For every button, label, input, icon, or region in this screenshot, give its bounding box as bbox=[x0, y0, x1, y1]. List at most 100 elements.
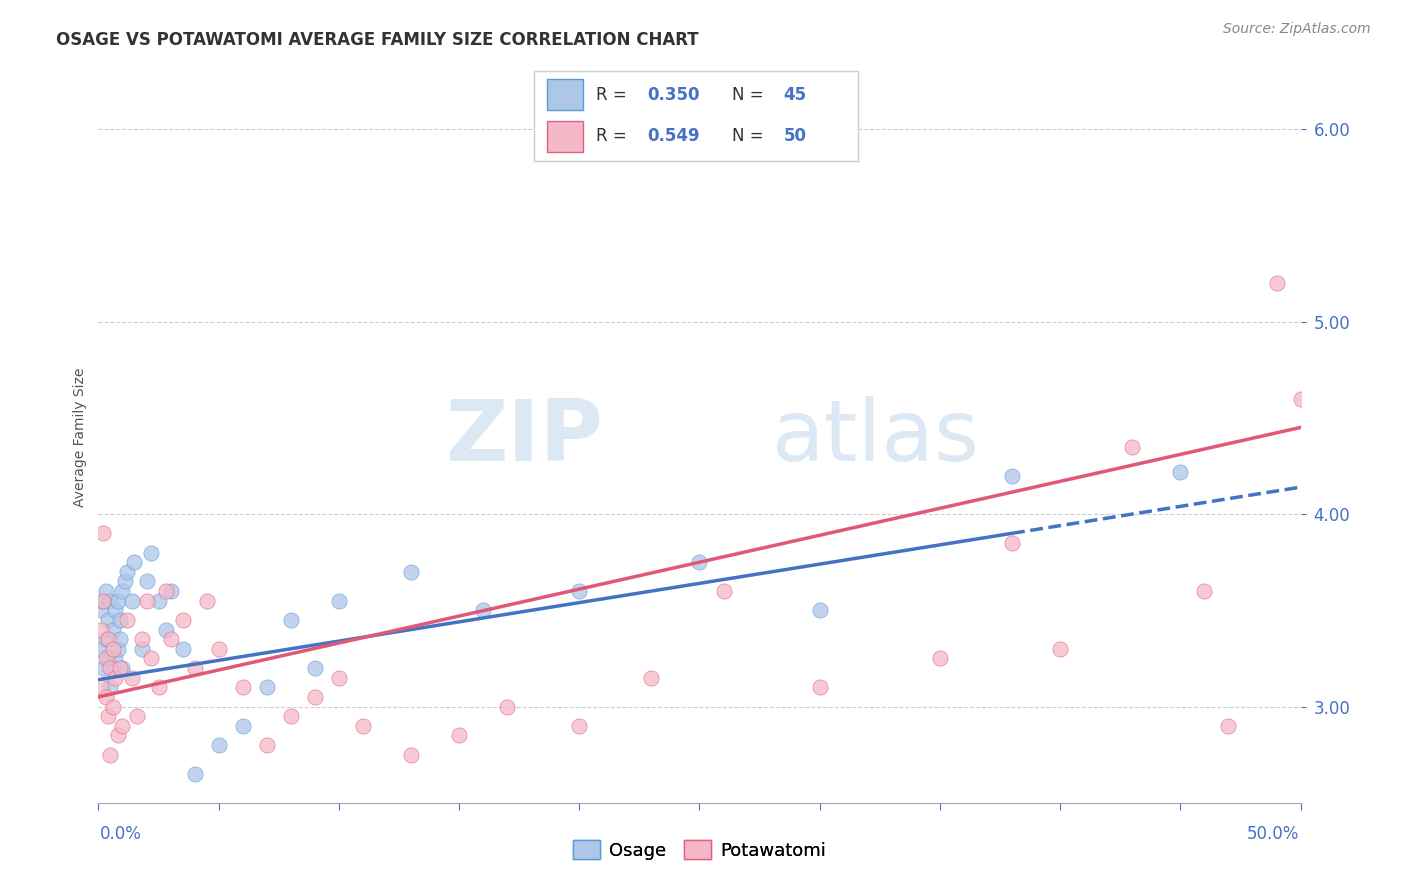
Point bbox=[195, 593, 218, 607]
Point bbox=[208, 738, 231, 752]
Point bbox=[131, 641, 153, 656]
Point bbox=[104, 651, 127, 665]
Point bbox=[100, 661, 122, 675]
Point bbox=[280, 709, 302, 723]
Point bbox=[1001, 536, 1024, 550]
Point bbox=[107, 728, 129, 742]
Point bbox=[280, 613, 302, 627]
Point bbox=[141, 545, 163, 559]
Point bbox=[232, 681, 254, 695]
Point bbox=[713, 584, 735, 599]
Point bbox=[1218, 719, 1240, 733]
Point bbox=[97, 651, 120, 665]
Point bbox=[125, 709, 148, 723]
Text: 50.0%: 50.0% bbox=[1247, 825, 1299, 843]
Text: 0.350: 0.350 bbox=[647, 86, 700, 103]
Text: R =: R = bbox=[596, 128, 631, 145]
Point bbox=[568, 584, 591, 599]
Text: N =: N = bbox=[731, 86, 769, 103]
Point bbox=[141, 651, 163, 665]
Point bbox=[97, 613, 120, 627]
Point bbox=[124, 555, 146, 569]
Point bbox=[447, 728, 470, 742]
Point bbox=[304, 690, 326, 704]
Text: OSAGE VS POTAWATOMI AVERAGE FAMILY SIZE CORRELATION CHART: OSAGE VS POTAWATOMI AVERAGE FAMILY SIZE … bbox=[56, 31, 699, 49]
Point bbox=[1289, 392, 1312, 406]
Y-axis label: Average Family Size: Average Family Size bbox=[73, 368, 87, 507]
Point bbox=[1001, 468, 1024, 483]
Point bbox=[111, 584, 134, 599]
Point bbox=[808, 681, 831, 695]
Point bbox=[688, 555, 710, 569]
Point bbox=[159, 584, 181, 599]
Point bbox=[928, 651, 950, 665]
Point bbox=[472, 603, 495, 617]
Point bbox=[94, 584, 117, 599]
Point bbox=[121, 593, 143, 607]
Point bbox=[108, 632, 131, 647]
Text: 45: 45 bbox=[783, 86, 807, 103]
Point bbox=[101, 641, 124, 656]
Text: R =: R = bbox=[596, 86, 631, 103]
Text: atlas: atlas bbox=[772, 395, 980, 479]
Point bbox=[101, 699, 124, 714]
Legend: Osage, Potawatomi: Osage, Potawatomi bbox=[565, 833, 834, 867]
Point bbox=[328, 671, 350, 685]
Point bbox=[1049, 641, 1071, 656]
Point bbox=[91, 526, 114, 541]
FancyBboxPatch shape bbox=[547, 121, 582, 152]
Point bbox=[90, 641, 112, 656]
Point bbox=[101, 661, 124, 675]
Point bbox=[159, 632, 181, 647]
Point bbox=[91, 661, 114, 675]
Point bbox=[114, 574, 136, 589]
Point bbox=[100, 593, 122, 607]
Point bbox=[108, 613, 131, 627]
Point bbox=[1121, 440, 1143, 454]
Text: Source: ZipAtlas.com: Source: ZipAtlas.com bbox=[1223, 22, 1371, 37]
Point bbox=[640, 671, 662, 685]
Point bbox=[104, 603, 127, 617]
Point bbox=[94, 651, 117, 665]
Point bbox=[108, 661, 131, 675]
Point bbox=[208, 641, 231, 656]
Point bbox=[90, 603, 112, 617]
Point bbox=[117, 613, 139, 627]
Point bbox=[183, 661, 205, 675]
Point bbox=[94, 632, 117, 647]
Point bbox=[1194, 584, 1216, 599]
Point bbox=[111, 719, 134, 733]
Point bbox=[97, 709, 120, 723]
Point bbox=[172, 613, 194, 627]
Point bbox=[131, 632, 153, 647]
Point bbox=[90, 681, 112, 695]
Point bbox=[172, 641, 194, 656]
Point bbox=[90, 623, 112, 637]
FancyBboxPatch shape bbox=[547, 79, 582, 110]
Point bbox=[104, 671, 127, 685]
Point bbox=[256, 738, 278, 752]
Text: 0.0%: 0.0% bbox=[100, 825, 142, 843]
Point bbox=[155, 584, 177, 599]
Point bbox=[91, 593, 114, 607]
Point bbox=[101, 623, 124, 637]
Point bbox=[399, 747, 422, 762]
Point bbox=[1265, 276, 1288, 290]
Point bbox=[155, 623, 177, 637]
Point bbox=[135, 574, 157, 589]
Point bbox=[304, 661, 326, 675]
Text: 50: 50 bbox=[783, 128, 806, 145]
Point bbox=[232, 719, 254, 733]
Text: ZIP: ZIP bbox=[446, 395, 603, 479]
Point bbox=[94, 690, 117, 704]
Text: 0.549: 0.549 bbox=[647, 128, 700, 145]
Point bbox=[100, 681, 122, 695]
Point bbox=[568, 719, 591, 733]
Point bbox=[100, 747, 122, 762]
Point bbox=[148, 593, 170, 607]
Point bbox=[496, 699, 519, 714]
Text: N =: N = bbox=[731, 128, 769, 145]
Point bbox=[1170, 465, 1192, 479]
Point bbox=[135, 593, 157, 607]
Point bbox=[107, 641, 129, 656]
